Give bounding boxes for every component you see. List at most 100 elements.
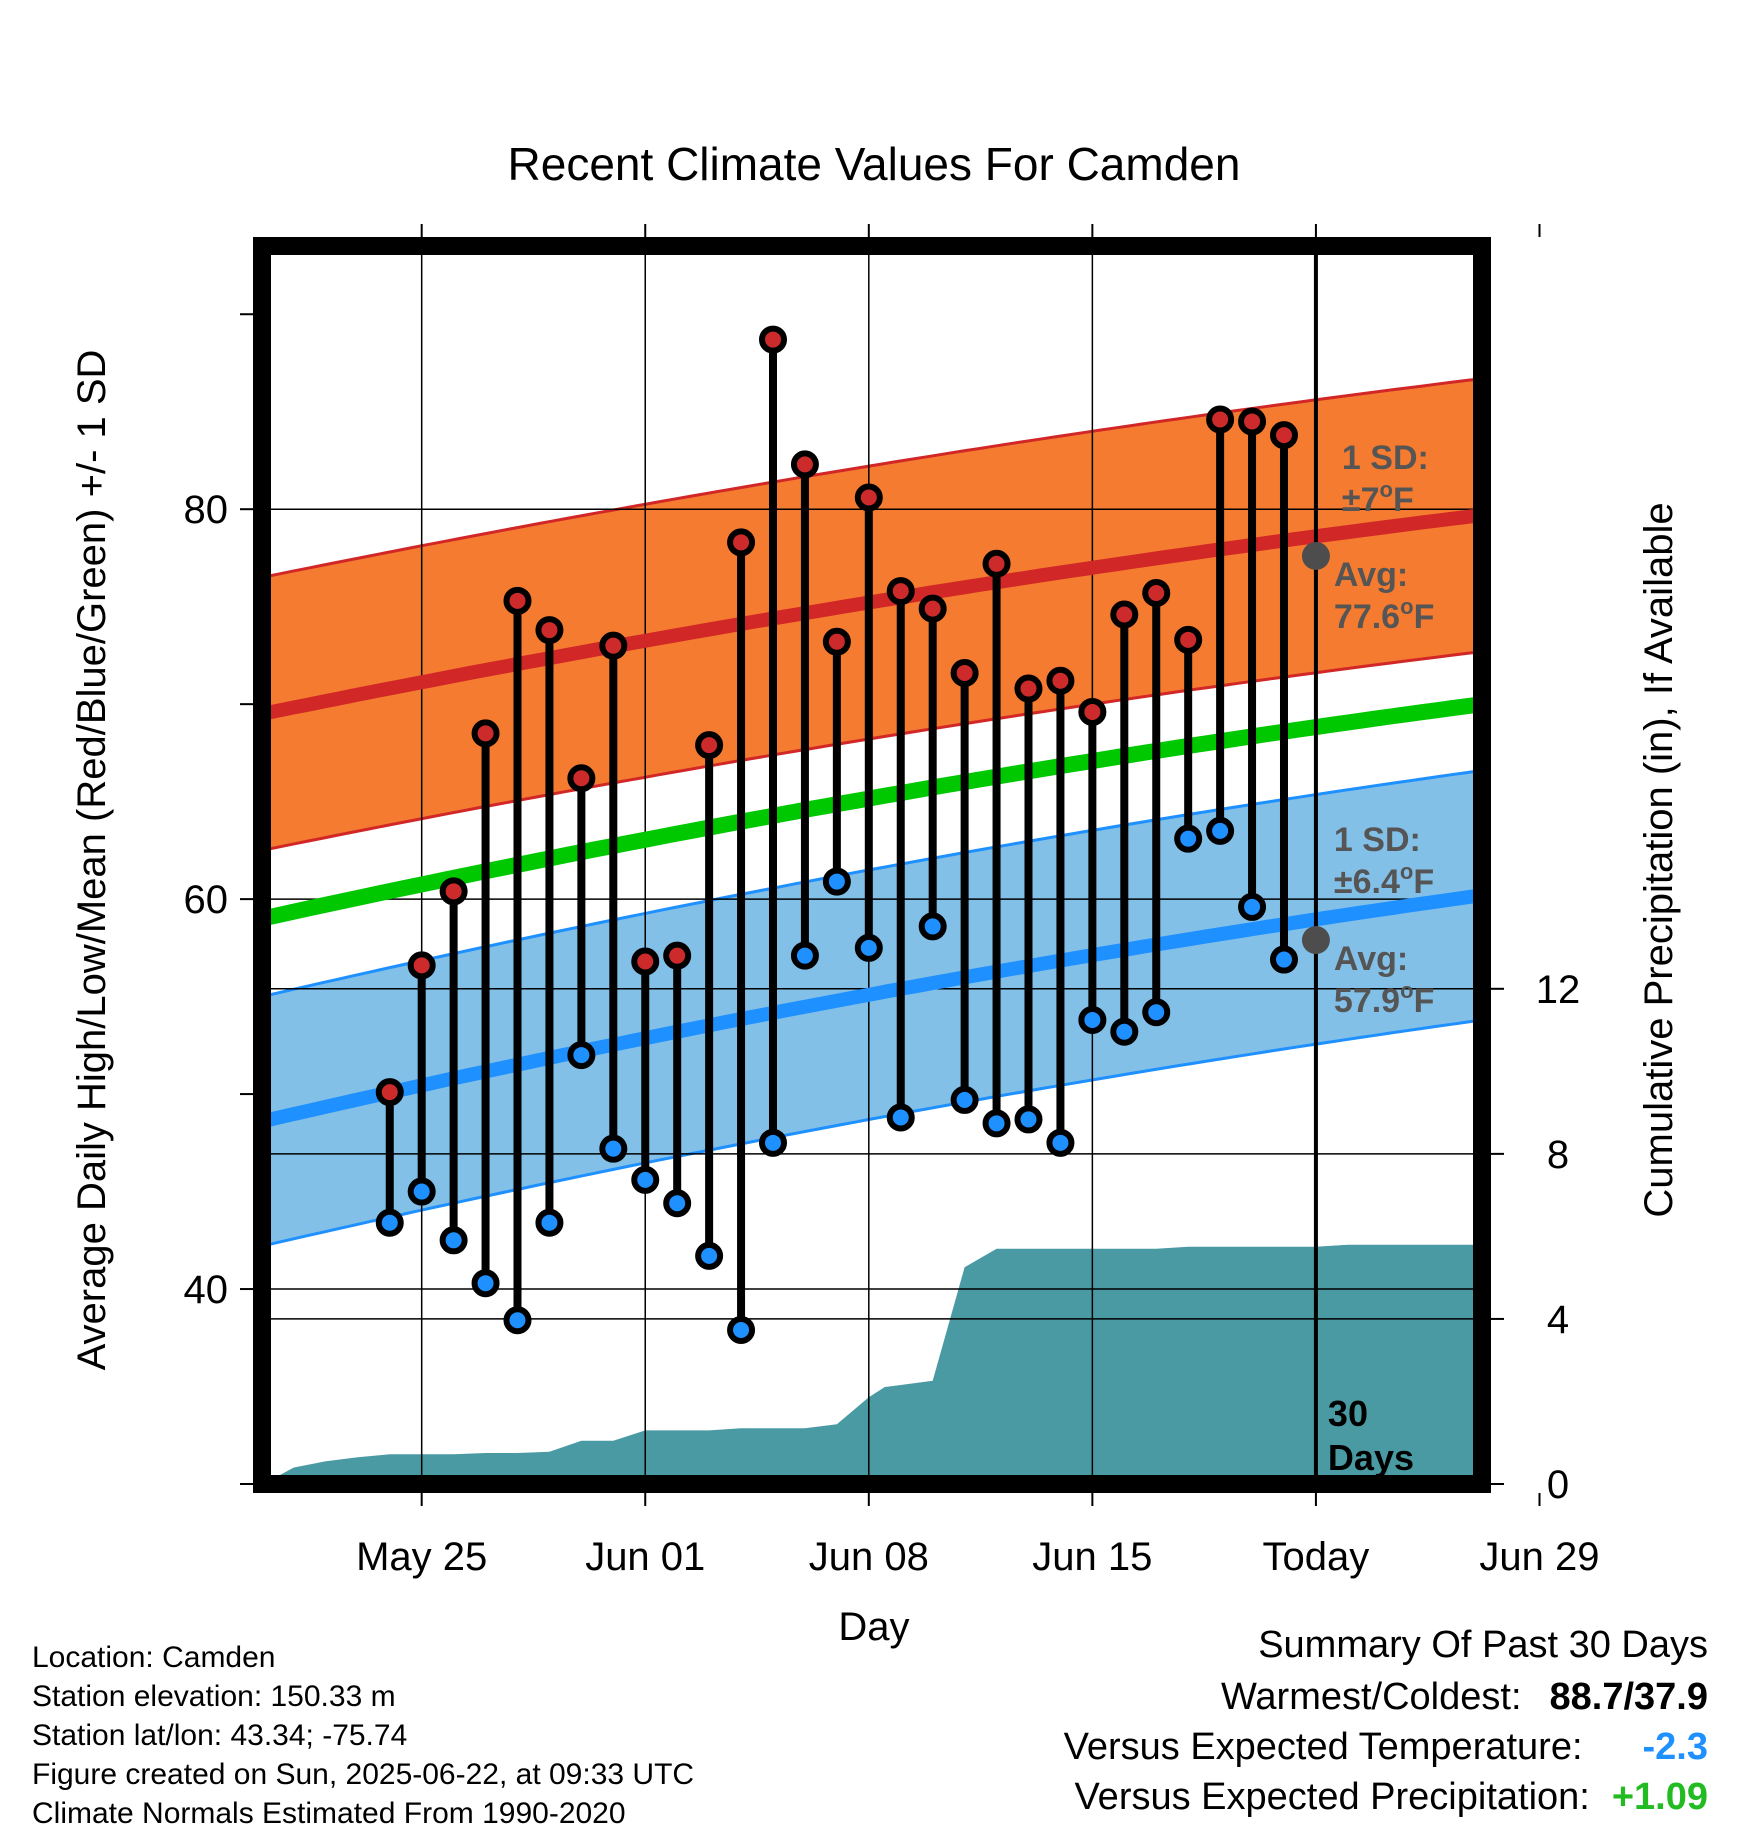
warmest-coldest-label: Warmest/Coldest: bbox=[1220, 1676, 1522, 1718]
low-sd-band bbox=[262, 770, 1482, 1247]
high-avg-label: Avg: bbox=[1334, 556, 1408, 594]
daily-low-point bbox=[950, 1085, 979, 1114]
x-tick-label: Jun 15 bbox=[1032, 1535, 1152, 1579]
daily-low-point bbox=[471, 1269, 500, 1298]
daily-low-point bbox=[599, 1134, 628, 1163]
created-text: Figure created on Sun, 2025-06-22, at 09… bbox=[32, 1758, 695, 1791]
x-tick-label: Jun 01 bbox=[585, 1535, 705, 1579]
y2-tick-label: 4 bbox=[1547, 1298, 1569, 1342]
plot-frame bbox=[253, 237, 1491, 1493]
daily-high-point bbox=[758, 325, 787, 354]
x-axis-label: Day bbox=[838, 1605, 909, 1649]
daily-high-point bbox=[599, 631, 628, 660]
warmest-coldest-value: 88.7/37.9 bbox=[1549, 1676, 1708, 1718]
daily-high-point bbox=[886, 577, 915, 606]
daily-high-point bbox=[1206, 405, 1235, 434]
daily-high-point bbox=[790, 450, 819, 479]
summary-panel: Summary Of Past 30 Days Warmest/Coldest:… bbox=[1064, 1620, 1708, 1822]
daily-high-point bbox=[950, 658, 979, 687]
daily-high-point bbox=[1110, 600, 1139, 629]
y-tick-label: 80 bbox=[184, 488, 229, 532]
low-avg-value: 57.9oF bbox=[1334, 978, 1434, 1020]
daily-high-point bbox=[1078, 697, 1107, 726]
daily-high-point bbox=[407, 951, 436, 980]
x-tick-label: May 25 bbox=[356, 1535, 487, 1579]
daily-high-point bbox=[503, 586, 532, 615]
temp-departure-row: Versus Expected Temperature: -2.3 bbox=[1064, 1722, 1708, 1772]
daily-low-point bbox=[1174, 824, 1203, 853]
daily-high-point bbox=[918, 594, 947, 623]
station-info: Location: Camden Station elevation: 150.… bbox=[32, 1638, 694, 1833]
low-sd-lower-line bbox=[262, 1018, 1482, 1248]
daily-low-point bbox=[1110, 1017, 1139, 1046]
daily-high-point bbox=[375, 1078, 404, 1107]
daily-high-point bbox=[695, 731, 724, 760]
precip-departure-label: Versus Expected Precipitation: bbox=[1074, 1776, 1590, 1818]
daily-low-point bbox=[886, 1103, 915, 1132]
daily-high-point bbox=[1046, 666, 1075, 695]
today-low-avg-dot bbox=[1301, 926, 1330, 955]
x-tick-label: Jun 29 bbox=[1479, 1535, 1599, 1579]
daily-low-point bbox=[1206, 816, 1235, 845]
high-sd-value: ±7oF bbox=[1342, 477, 1414, 519]
daily-low-point bbox=[1238, 892, 1267, 921]
elevation-text: Station elevation: 150.33 m bbox=[32, 1680, 396, 1713]
daily-low-point bbox=[663, 1189, 692, 1218]
high-avg-value: 77.6oF bbox=[1334, 594, 1434, 636]
daily-high-point bbox=[663, 941, 692, 970]
x-tick-label: Jun 08 bbox=[809, 1535, 929, 1579]
low-avg-label: Avg: bbox=[1334, 940, 1408, 978]
precip-departure-row: Versus Expected Precipitation: +1.09 bbox=[1064, 1772, 1708, 1822]
daily-low-point bbox=[375, 1208, 404, 1237]
daily-low-point bbox=[695, 1241, 724, 1270]
daily-low-point bbox=[1014, 1105, 1043, 1134]
warmest-coldest-row: Warmest/Coldest: 88.7/37.9 bbox=[1064, 1672, 1708, 1722]
daily-high-point bbox=[822, 627, 851, 656]
daily-low-point bbox=[631, 1165, 660, 1194]
y2-tick-label: 0 bbox=[1547, 1463, 1569, 1507]
daily-low-point bbox=[822, 867, 851, 896]
daily-low-point bbox=[503, 1306, 532, 1335]
chart-title: Recent Climate Values For Camden bbox=[508, 138, 1241, 190]
daily-high-point bbox=[631, 947, 660, 976]
daily-low-point bbox=[535, 1208, 564, 1237]
daily-low-point bbox=[567, 1041, 596, 1070]
summary-title: Summary Of Past 30 Days bbox=[1258, 1624, 1708, 1666]
location-text: Location: Camden bbox=[32, 1641, 276, 1674]
daily-low-point bbox=[918, 912, 947, 941]
daily-high-point bbox=[1238, 407, 1267, 436]
precip-area bbox=[262, 1244, 1482, 1484]
daily-low-point bbox=[790, 941, 819, 970]
temp-departure-label: Versus Expected Temperature: bbox=[1063, 1726, 1583, 1768]
y2-tick-label: 12 bbox=[1536, 968, 1581, 1012]
normal-low-line bbox=[262, 888, 1482, 1129]
precip-departure-value: +1.09 bbox=[1611, 1776, 1708, 1818]
y-tick-label: 40 bbox=[184, 1268, 229, 1312]
daily-high-point bbox=[567, 764, 596, 793]
daily-high-point bbox=[1269, 421, 1298, 450]
daily-low-point bbox=[758, 1128, 787, 1157]
y2-tick-label: 8 bbox=[1547, 1133, 1569, 1177]
daily-low-point bbox=[1046, 1128, 1075, 1157]
daily-low-point bbox=[1142, 998, 1171, 1027]
daily-high-point bbox=[982, 549, 1011, 578]
y-tick-label: 60 bbox=[184, 878, 229, 922]
daily-high-point bbox=[727, 528, 756, 557]
daily-high-point bbox=[535, 616, 564, 645]
daily-high-point bbox=[439, 877, 468, 906]
normals-text: Climate Normals Estimated From 1990-2020 bbox=[32, 1797, 626, 1830]
daily-high-point bbox=[471, 719, 500, 748]
low-sd-value: ±6.4oF bbox=[1334, 859, 1434, 901]
daily-low-point bbox=[407, 1177, 436, 1206]
daily-low-point bbox=[439, 1226, 468, 1255]
daily-high-point bbox=[854, 483, 883, 512]
x-tick-label: Today bbox=[1263, 1535, 1370, 1579]
daily-low-point bbox=[1269, 945, 1298, 974]
high-sd-upper-line bbox=[262, 377, 1482, 579]
temp-departure-value: -2.3 bbox=[1642, 1726, 1708, 1768]
daily-observations bbox=[375, 325, 1298, 1344]
today-days-label: 30 Days bbox=[1328, 1393, 1414, 1478]
daily-low-point bbox=[854, 933, 883, 962]
